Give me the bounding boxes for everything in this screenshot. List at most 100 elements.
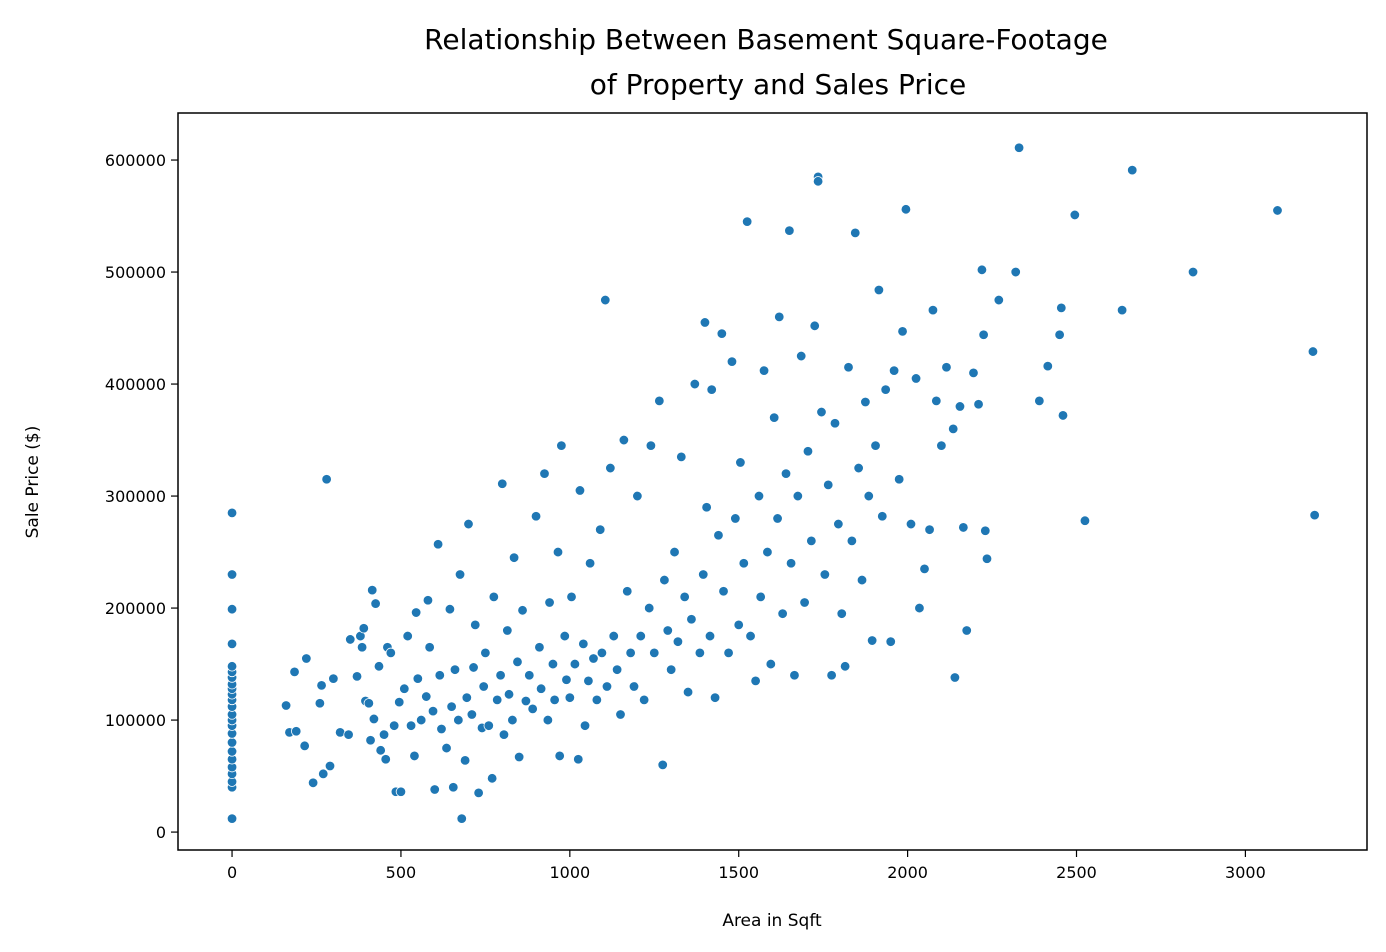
scatter-point	[792, 490, 804, 502]
scatter-point	[488, 591, 500, 603]
scatter-point	[368, 713, 380, 725]
scatter-point	[1069, 209, 1081, 221]
scatter-point	[657, 759, 668, 771]
scatter-point	[549, 694, 560, 706]
scatter-point	[981, 553, 993, 564]
scatter-point	[556, 440, 567, 451]
x-tick-label: 2500	[1056, 863, 1097, 882]
scatter-point	[829, 418, 841, 429]
scatter-point	[870, 440, 881, 451]
scatter-point	[291, 726, 302, 737]
x-tick-label: 2000	[887, 863, 928, 882]
scatter-point	[596, 647, 608, 659]
scatter-point	[356, 642, 368, 653]
scatter-point	[495, 670, 506, 681]
scatter-point	[441, 742, 452, 754]
scatter-point	[375, 745, 386, 756]
scatter-point	[888, 365, 900, 376]
scatter-point	[1127, 164, 1138, 176]
scatter-point	[866, 635, 878, 646]
scatter-point	[328, 673, 339, 684]
scatter-point	[672, 636, 684, 647]
scatter-point	[765, 658, 777, 670]
scatter-point	[605, 462, 616, 474]
scatter-point	[446, 701, 457, 712]
y-tick-label: 100000	[105, 711, 166, 730]
scatter-point	[949, 672, 961, 683]
scatter-point	[735, 457, 746, 468]
scatter-point	[412, 673, 424, 684]
scatter-point	[777, 608, 788, 619]
scatter-point	[559, 630, 570, 642]
scatter-point	[434, 670, 445, 681]
scatter-point	[539, 468, 550, 479]
scatter-point	[698, 569, 709, 580]
scatter-point	[919, 563, 930, 575]
x-tick-label: 3000	[1225, 863, 1266, 882]
scatter-point	[659, 574, 670, 586]
scatter-point	[324, 760, 336, 772]
scatter-point	[380, 754, 391, 765]
scatter-point	[826, 670, 837, 681]
scatter-point	[802, 446, 814, 457]
scatter-point	[517, 605, 528, 616]
scatter-point	[649, 647, 660, 659]
scatter-point	[1010, 266, 1021, 278]
scatter-point	[459, 755, 471, 766]
scatter-point	[1042, 360, 1053, 372]
scatter-point	[226, 813, 238, 824]
scatter-point	[601, 681, 613, 692]
scatter-point	[478, 681, 489, 692]
scatter-point	[552, 546, 564, 558]
scatter-point	[436, 723, 447, 735]
scatter-point	[853, 462, 864, 474]
scatter-point	[679, 591, 690, 603]
scatter-point	[524, 670, 535, 681]
scatter-point	[622, 586, 633, 597]
scatter-point	[486, 773, 498, 784]
scatter-point	[704, 630, 716, 642]
scatter-point	[958, 522, 969, 533]
scatter-point	[796, 350, 807, 362]
scatter-point	[429, 784, 440, 795]
x-tick-label: 1000	[549, 863, 590, 882]
scatter-point	[682, 686, 694, 698]
scatter-point	[910, 373, 922, 384]
scatter-point	[833, 518, 844, 530]
scatter-point	[373, 661, 385, 672]
scatter-point	[954, 401, 966, 412]
scatter-point	[701, 502, 712, 513]
x-axis-ticks: 0 500 1000 1500 2000 2500 3000	[227, 850, 1266, 882]
scatter-point	[318, 768, 329, 780]
scatter-point	[289, 666, 300, 678]
scatter-point	[454, 569, 466, 580]
scatter-point	[578, 638, 589, 650]
scatter-point	[716, 328, 728, 339]
scatter-point	[584, 558, 596, 569]
scatter-point	[1057, 410, 1069, 421]
scatter-point	[799, 597, 810, 608]
x-tick-label: 0	[227, 863, 237, 882]
scatter-point	[914, 602, 925, 614]
scatter-point	[503, 689, 515, 700]
scatter-point	[638, 694, 650, 706]
scatter-point	[762, 546, 773, 558]
scatter-point	[948, 423, 959, 435]
scatter-point	[502, 625, 513, 636]
scatter-point	[927, 304, 939, 316]
scatter-point	[699, 317, 711, 328]
scatter-point	[573, 754, 584, 765]
scatter-point	[758, 365, 770, 376]
scatter-point	[226, 569, 238, 580]
y-tick-label: 500000	[105, 263, 166, 282]
scatter-point	[334, 727, 346, 738]
scatter-point	[608, 630, 619, 642]
scatter-point	[723, 647, 734, 659]
scatter-point	[363, 698, 375, 709]
scatter-point	[941, 362, 952, 373]
scatter-point	[561, 674, 572, 685]
scatter-point	[785, 558, 797, 569]
points-layer	[226, 142, 1320, 824]
